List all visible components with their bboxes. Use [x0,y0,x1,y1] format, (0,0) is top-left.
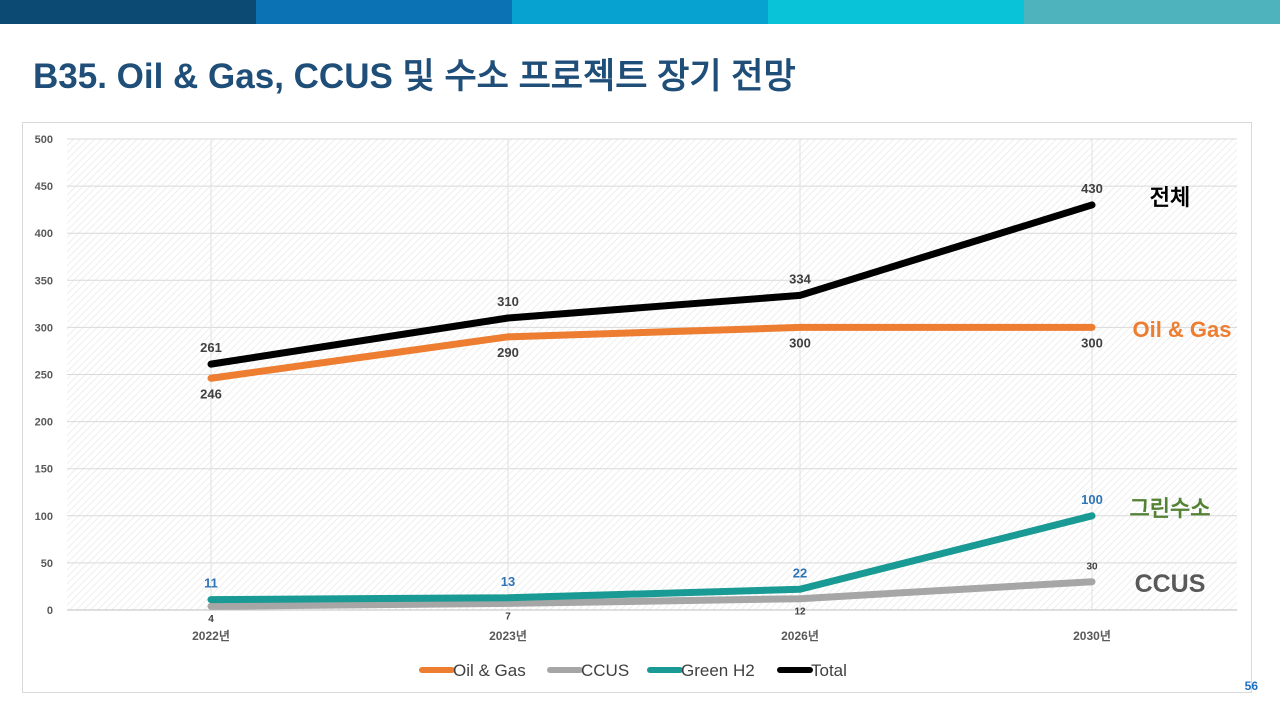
page-title: B35. Oil & Gas, CCUS 및 수소 프로젝트 장기 전망 [33,57,796,96]
band-segment [1024,0,1280,24]
y-tick-label: 300 [35,322,53,334]
header-color-band [0,0,1280,24]
series-line-green-h2 [207,512,1096,604]
data-label: 261 [200,340,222,355]
band-segment [768,0,1024,24]
band-segment [256,0,512,24]
y-tick-label: 50 [41,558,53,570]
series-annotation: Oil & Gas [1132,317,1231,342]
data-label: 246 [200,386,222,401]
legend-label: Total [811,661,847,680]
y-tick-label: 200 [35,417,53,429]
y-tick-label: 500 [35,134,53,146]
series-annotation: 전체 [1150,185,1190,210]
y-tick-label: 100 [35,511,53,523]
page-number: 56 [1244,679,1258,693]
data-label: 300 [789,335,811,350]
series-annotation: 그린수소 [1130,496,1211,521]
legend-label: Green H2 [681,661,755,680]
data-label: 100 [1081,492,1103,507]
data-label: 430 [1081,181,1103,196]
chart-frame [22,122,1252,693]
data-label: 13 [501,574,515,589]
legend-label: CCUS [581,661,629,680]
data-label: 290 [497,345,519,360]
data-label: 12 [794,607,806,618]
y-tick-label: 0 [47,605,53,617]
series-line-oil-gas [207,323,1096,382]
y-tick-label: 250 [35,370,53,382]
data-label: 300 [1081,335,1103,350]
y-tick-label: 400 [35,228,53,240]
x-tick-label: 2030년 [1073,629,1111,643]
data-label: 22 [793,565,807,580]
data-label: 11 [204,576,218,591]
data-label: 334 [789,271,811,286]
y-tick-label: 150 [35,464,53,476]
x-tick-label: 2026년 [781,629,819,643]
band-segment [0,0,256,24]
series-line-total [207,201,1096,368]
data-label: 7 [505,611,511,622]
data-label: 30 [1086,562,1098,573]
y-tick-label: 450 [35,181,53,193]
x-tick-label: 2022년 [192,629,230,643]
x-tick-label: 2023년 [489,629,527,643]
series-annotation: CCUS [1135,570,1206,598]
data-label: 310 [497,294,519,309]
legend-label: Oil & Gas [453,661,526,680]
data-label: 4 [208,614,214,625]
band-segment [512,0,768,24]
y-tick-label: 350 [35,275,53,287]
series-line-ccus [207,578,1096,610]
